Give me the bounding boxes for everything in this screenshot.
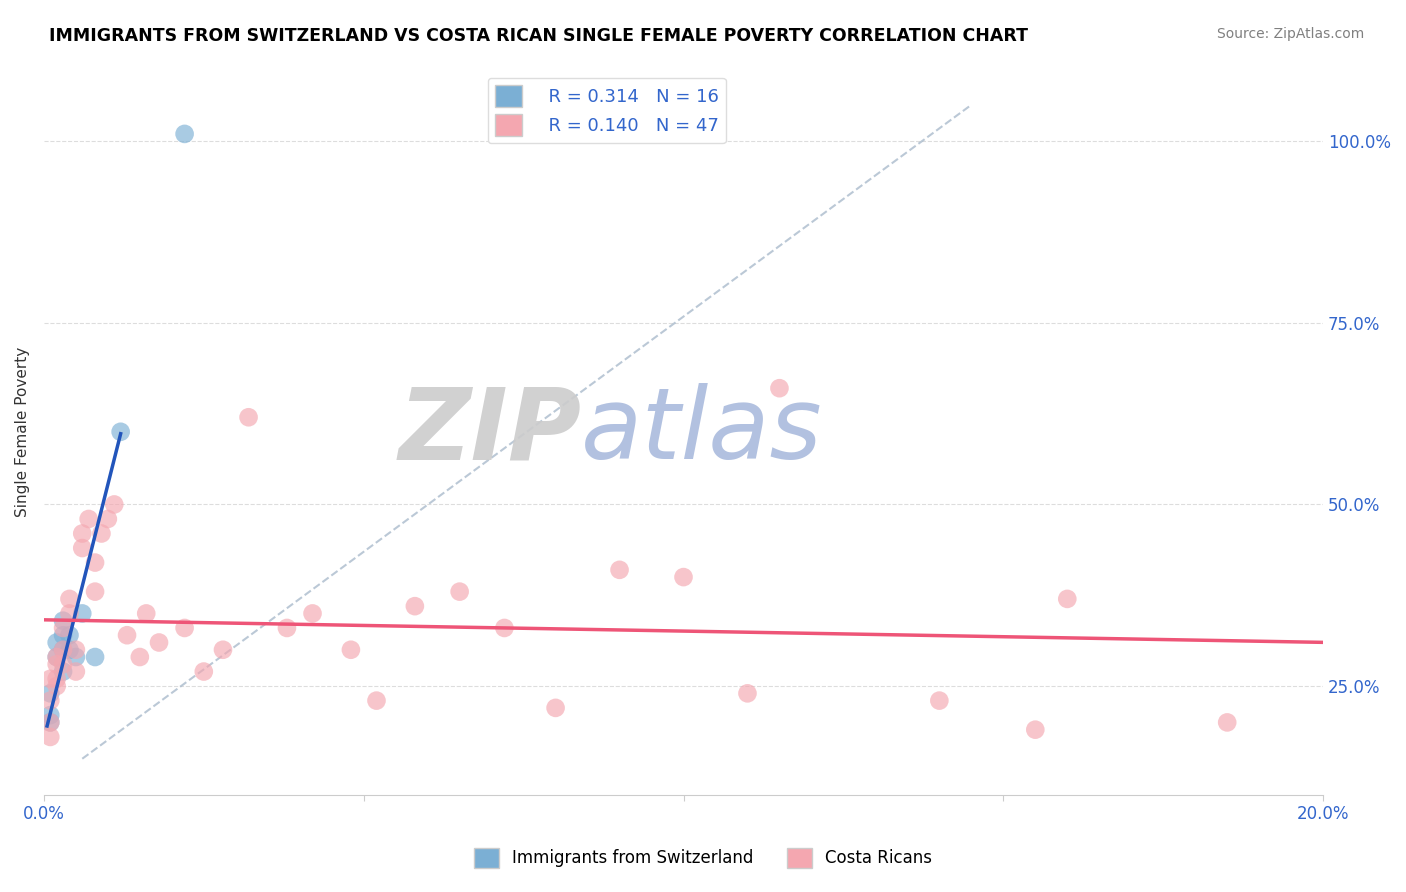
Point [52,614,75,628]
Point [609,563,631,577]
Point [39,672,62,686]
Point [58,628,80,642]
Point [58,642,80,657]
Point [173,621,195,635]
Point [276,621,298,635]
Point [52,665,75,679]
Point [52,657,75,672]
Point [404,599,426,614]
Point [84,584,107,599]
Point [449,584,471,599]
Point [173,127,195,141]
Point [1056,591,1078,606]
Point [52,642,75,657]
Point [45,650,67,665]
Point [39,715,62,730]
Point [340,642,363,657]
Point [39,715,62,730]
Point [128,650,150,665]
Point [39,693,62,707]
Point [72,607,94,621]
Point [77,512,100,526]
Point [90,526,112,541]
Text: ZIP: ZIP [398,384,581,480]
Point [84,650,107,665]
Point [45,650,67,665]
Legend: Immigrants from Switzerland, Costa Ricans: Immigrants from Switzerland, Costa Rican… [467,841,939,875]
Point [65,665,87,679]
Point [135,607,157,621]
Point [72,541,94,555]
Point [39,730,62,744]
Point [103,498,125,512]
Point [45,635,67,649]
Point [52,642,75,657]
Point [39,708,62,723]
Point [544,701,567,715]
Point [737,686,759,700]
Point [84,556,107,570]
Point [1024,723,1046,737]
Point [494,621,516,635]
Point [1216,715,1239,730]
Point [366,693,388,707]
Point [301,607,323,621]
Point [52,628,75,642]
Point [148,635,170,649]
Point [58,607,80,621]
Point [52,621,75,635]
Point [45,679,67,693]
Point [238,410,260,425]
Point [72,526,94,541]
Text: atlas: atlas [581,384,823,480]
Point [115,628,138,642]
Y-axis label: Single Female Poverty: Single Female Poverty [15,347,30,517]
Point [58,591,80,606]
Point [672,570,695,584]
Point [45,672,67,686]
Point [97,512,120,526]
Point [928,693,950,707]
Point [45,657,67,672]
Point [212,642,235,657]
Point [65,650,87,665]
Point [39,686,62,700]
Point [193,665,215,679]
Point [65,642,87,657]
Text: Source: ZipAtlas.com: Source: ZipAtlas.com [1216,27,1364,41]
Point [768,381,790,395]
Legend:   R = 0.314   N = 16,   R = 0.140   N = 47: R = 0.314 N = 16, R = 0.140 N = 47 [488,78,725,144]
Point [110,425,132,439]
Text: IMMIGRANTS FROM SWITZERLAND VS COSTA RICAN SINGLE FEMALE POVERTY CORRELATION CHA: IMMIGRANTS FROM SWITZERLAND VS COSTA RIC… [49,27,1028,45]
